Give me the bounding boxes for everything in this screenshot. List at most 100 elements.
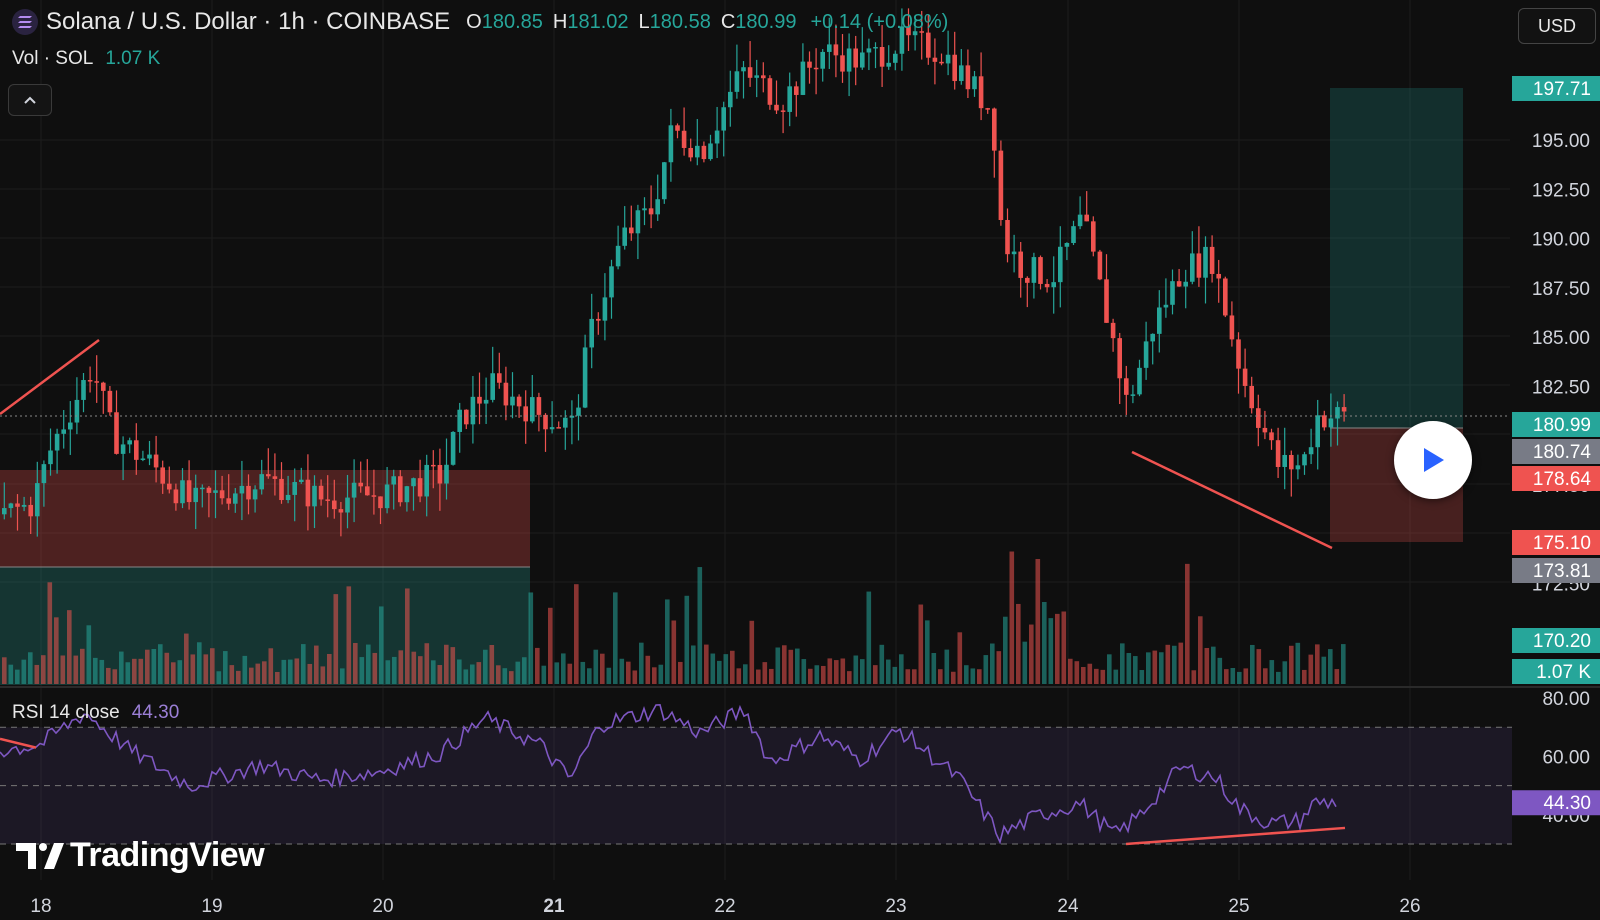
- candle-body: [2, 508, 7, 515]
- candle-body: [939, 61, 944, 64]
- volume-bar: [164, 652, 170, 684]
- volume-bar: [476, 662, 482, 684]
- price-badge: [1512, 76, 1600, 101]
- candle-body: [569, 415, 575, 418]
- volume-bar: [548, 607, 553, 684]
- candle-body: [1143, 341, 1149, 368]
- candle-body: [351, 482, 357, 498]
- candle-body: [1229, 315, 1235, 340]
- volume-bar: [769, 668, 774, 684]
- candle-body: [998, 150, 1004, 221]
- stop-loss-zone: [0, 470, 530, 567]
- candle-body: [734, 71, 740, 92]
- volume-bar: [255, 663, 261, 684]
- candle-body: [134, 440, 139, 460]
- candle-body: [61, 429, 66, 434]
- volume-bar: [775, 647, 781, 684]
- volume-bar: [710, 653, 716, 684]
- volume-bar: [925, 620, 930, 684]
- volume-bar: [171, 662, 176, 684]
- volume-bar: [1061, 611, 1067, 684]
- x-tick-label: 22: [714, 896, 735, 917]
- volume-bar: [899, 654, 904, 684]
- candle-body: [292, 482, 297, 495]
- volume-bar: [41, 655, 46, 684]
- candle-body: [1044, 283, 1050, 288]
- candle-body: [945, 54, 951, 64]
- candle-body: [1315, 415, 1320, 448]
- candle-body: [1209, 246, 1215, 274]
- candle-body: [325, 499, 330, 501]
- volume-bar: [977, 669, 982, 684]
- currency-selector[interactable]: USD: [1518, 8, 1596, 44]
- volume-bar: [756, 669, 761, 684]
- volume-bar: [1120, 643, 1125, 684]
- candle-body: [1269, 432, 1274, 441]
- candle-body: [912, 31, 918, 36]
- volume-bar: [444, 644, 449, 684]
- candle-body: [1216, 273, 1221, 279]
- symbol-title[interactable]: Solana / U.S. Dollar · 1h · COINBASE: [46, 8, 451, 35]
- candle-body: [1249, 385, 1254, 409]
- candle-body: [477, 396, 482, 404]
- volume-bar: [762, 662, 768, 684]
- candle-body: [787, 86, 792, 112]
- candle-body: [840, 55, 845, 72]
- candle-body: [21, 504, 27, 507]
- candle-body: [886, 62, 891, 67]
- volume-bar: [301, 644, 306, 684]
- candle-body: [1071, 226, 1076, 243]
- candle-body: [206, 487, 212, 493]
- candle-body: [642, 208, 647, 211]
- volume-bar: [879, 644, 885, 684]
- volume-bar: [840, 658, 846, 684]
- volume-bar: [1094, 668, 1099, 684]
- volume-bar: [320, 666, 326, 684]
- candle-body: [596, 318, 601, 321]
- candle-body: [688, 147, 693, 158]
- volume-bar: [957, 632, 963, 684]
- candle-body: [992, 108, 997, 151]
- candle-body: [516, 396, 522, 407]
- candle-body: [338, 509, 344, 513]
- candle-body: [371, 495, 377, 497]
- volume-bar: [1289, 645, 1294, 684]
- candle-body: [1302, 454, 1307, 466]
- volume-bar: [1139, 670, 1145, 684]
- candle-body: [312, 485, 317, 507]
- play-button[interactable]: [1394, 421, 1472, 499]
- volume-bar: [613, 592, 618, 684]
- candle-body: [1117, 338, 1122, 379]
- price-change: +0.14 (+0.08%): [810, 10, 949, 33]
- candle-body: [932, 57, 938, 62]
- candle-body: [510, 396, 515, 406]
- candle-body: [747, 67, 753, 78]
- x-tick-label: 24: [1057, 896, 1079, 917]
- candle-body: [48, 450, 53, 465]
- price-badge: [1512, 659, 1600, 684]
- volume-bar: [1204, 648, 1210, 684]
- candle-body: [1097, 251, 1103, 280]
- volume-bar: [223, 651, 228, 684]
- candle-body: [160, 467, 165, 484]
- volume-bar: [275, 671, 280, 684]
- candle-body: [1084, 214, 1089, 222]
- volume-bar: [242, 655, 248, 684]
- candle-body: [708, 143, 713, 160]
- volume-bar: [203, 654, 209, 684]
- volume-bar: [353, 642, 358, 684]
- candle-body: [629, 227, 634, 234]
- volume-bar: [197, 642, 202, 684]
- candle-body: [1223, 278, 1228, 316]
- candle-body: [1341, 407, 1347, 412]
- candle-body: [714, 130, 720, 144]
- collapse-legend-button[interactable]: [8, 84, 52, 116]
- candle-body: [398, 476, 403, 503]
- candle-body: [906, 26, 911, 36]
- volume-bar: [931, 652, 937, 684]
- volume-bar: [814, 665, 820, 684]
- candle-body: [1322, 415, 1327, 428]
- ohlc-values: O180.85 H181.02 L180.58 C180.99 +0.14 (+…: [466, 10, 949, 33]
- volume-bar: [990, 643, 995, 684]
